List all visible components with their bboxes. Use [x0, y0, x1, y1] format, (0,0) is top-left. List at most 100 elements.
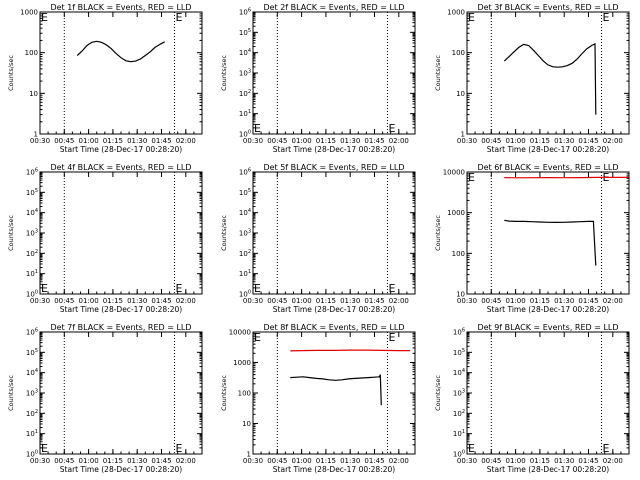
x-tick-label: 01:30	[127, 457, 147, 465]
y-tick-label: 106	[26, 168, 38, 177]
y-tick-label: 1000	[20, 9, 38, 17]
y-tick-label: 10000	[229, 329, 251, 337]
y-tick-label: 100	[26, 450, 38, 459]
x-tick-label: 01:45	[364, 137, 384, 145]
x-tick-label: 00:30	[457, 137, 477, 145]
y-axis-title: Counts/sec	[434, 55, 442, 91]
x-tick-label: 01:30	[127, 297, 147, 305]
x-axis-title: Start Time (28-Dec-17 00:28:20)	[60, 465, 182, 474]
e-marker: E	[175, 11, 182, 24]
y-tick-label: 102	[239, 89, 251, 98]
x-axis-title: Start Time (28-Dec-17 00:28:20)	[60, 145, 182, 154]
panel-title: Det 5f BLACK = Events, RED = LLD	[263, 163, 404, 172]
x-tick-label: 02:00	[389, 457, 409, 465]
y-tick-label: 106	[26, 328, 38, 337]
x-tick-label: 01:00	[292, 457, 312, 465]
x-tick-label: 01:00	[292, 137, 312, 145]
x-tick-label: 02:00	[389, 137, 409, 145]
x-tick-label: 01:45	[364, 297, 384, 305]
x-tick-label: 01:00	[79, 297, 99, 305]
x-tick-label: 01:15	[316, 297, 336, 305]
x-tick-label: 01:15	[316, 457, 336, 465]
x-tick-label: 01:00	[79, 457, 99, 465]
x-tick-label: 01:45	[578, 297, 598, 305]
detector-panel-7: Det 7f BLACK = Events, RED = LLD 00:30 00:…	[7, 323, 203, 474]
x-tick-label: 00:45	[54, 297, 74, 305]
y-tick-label: 104	[239, 48, 251, 57]
y-axis-title: Counts/sec	[7, 55, 15, 91]
y-tick-label: 1000	[447, 209, 465, 217]
events-series-line	[504, 219, 597, 266]
x-tick-label: 01:45	[578, 457, 598, 465]
y-tick-label: 1000	[233, 359, 251, 367]
detector-panel-4: Det 4f BLACK = Events, RED = LLD 00:30 00:…	[7, 163, 203, 314]
y-tick-label: 104	[453, 368, 465, 377]
y-tick-label: 105	[239, 188, 251, 197]
x-tick-label: 01:15	[530, 297, 550, 305]
detector-panel-1: Det 1f BLACK = Events, RED = LLD 00:30 00:…	[7, 3, 203, 154]
y-tick-label: 1	[461, 131, 465, 139]
events-series-line	[76, 40, 165, 63]
x-tick-label: 01:00	[79, 137, 99, 145]
x-tick-label: 01:15	[530, 137, 550, 145]
y-axis-title: Counts/sec	[220, 215, 228, 251]
y-tick-label: 105	[26, 348, 38, 357]
y-axis-title: Counts/sec	[220, 375, 228, 411]
x-tick-label: 01:00	[506, 137, 526, 145]
y-tick-label: 101	[239, 109, 251, 118]
detector-panel-6: Det 6f BLACK = Events, RED = LLD 00:30 00:…	[434, 163, 630, 314]
x-tick-label: 01:30	[127, 137, 147, 145]
x-tick-label: 00:30	[243, 457, 263, 465]
x-tick-label: 01:45	[151, 297, 171, 305]
e-marker: E	[175, 442, 182, 455]
x-tick-label: 00:45	[54, 137, 74, 145]
y-tick-label: 102	[239, 249, 251, 258]
x-tick-label: 00:30	[243, 297, 263, 305]
detector-panel-8: Det 8f BLACK = Events, RED = LLD 00:30 00:…	[220, 323, 416, 474]
y-tick-label: 102	[26, 249, 38, 258]
x-tick-label: 01:15	[103, 457, 123, 465]
x-tick-label: 02:00	[603, 137, 623, 145]
e-marker: E	[388, 122, 395, 135]
events-series-line	[290, 374, 382, 406]
y-tick-label: 104	[239, 208, 251, 217]
y-tick-label: 100	[26, 290, 38, 299]
x-tick-label: 01:15	[530, 457, 550, 465]
y-tick-label: 10	[242, 420, 251, 428]
x-axis-title: Start Time (28-Dec-17 00:28:20)	[487, 145, 609, 154]
x-tick-label: 00:30	[30, 297, 50, 305]
y-tick-label: 1	[247, 451, 251, 459]
x-tick-label: 01:15	[103, 137, 123, 145]
panel-title: Det 1f BLACK = Events, RED = LLD	[50, 3, 191, 12]
e-marker: E	[388, 282, 395, 295]
x-axis-title: Start Time (28-Dec-17 00:28:20)	[60, 305, 182, 314]
panel-title: Det 4f BLACK = Events, RED = LLD	[50, 163, 191, 172]
x-axis-title: Start Time (28-Dec-17 00:28:20)	[487, 465, 609, 474]
x-tick-label: 01:00	[506, 457, 526, 465]
y-tick-label: 101	[453, 429, 465, 438]
x-axis-title: Start Time (28-Dec-17 00:28:20)	[273, 305, 395, 314]
y-tick-label: 105	[26, 188, 38, 197]
x-tick-label: 00:45	[481, 137, 501, 145]
x-tick-label: 01:45	[151, 457, 171, 465]
x-tick-label: 00:45	[267, 457, 287, 465]
detector-panel-3: Det 3f BLACK = Events, RED = LLD 00:30 00:…	[434, 3, 630, 154]
y-tick-label: 101	[239, 269, 251, 278]
events-series-line	[503, 42, 597, 115]
e-marker: E	[602, 11, 609, 24]
y-tick-label: 100	[239, 130, 251, 139]
y-axis-title: Counts/sec	[434, 215, 442, 251]
e-marker: E	[254, 282, 261, 295]
e-marker: E	[41, 282, 48, 295]
lld-series-line	[290, 349, 411, 352]
y-tick-label: 104	[26, 368, 38, 377]
x-axis-title: Start Time (28-Dec-17 00:28:20)	[273, 145, 395, 154]
x-tick-label: 02:00	[176, 297, 196, 305]
y-tick-label: 100	[453, 450, 465, 459]
x-tick-label: 01:30	[340, 297, 360, 305]
x-tick-label: 01:15	[103, 297, 123, 305]
y-tick-label: 105	[239, 28, 251, 37]
x-tick-label: 02:00	[176, 457, 196, 465]
y-tick-label: 10	[456, 291, 465, 299]
